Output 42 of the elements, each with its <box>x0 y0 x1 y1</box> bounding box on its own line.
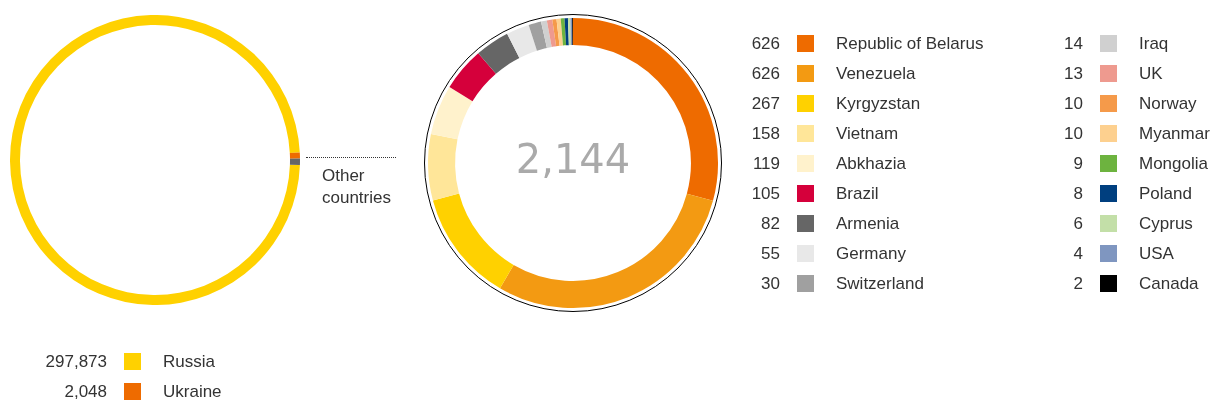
legend-label: Kyrgyzstan <box>836 93 921 115</box>
text: 2,144 <box>515 136 631 183</box>
legend-label: USA <box>1139 243 1174 265</box>
legend-label: Germany <box>836 243 906 265</box>
slice-label: Other countries <box>322 165 392 209</box>
legend-label: Venezuela <box>836 63 916 85</box>
data-label: 55 <box>760 243 780 265</box>
legend-label: Canada <box>1139 273 1199 295</box>
legend-label: Russia <box>163 351 215 373</box>
legend-label: Ukraine <box>163 381 222 401</box>
data-label: 8 <box>1072 183 1083 205</box>
legend-label: Brazil <box>836 183 879 205</box>
data-label: 4 <box>1072 243 1083 265</box>
data-label: 13 <box>1063 63 1083 85</box>
data-label: 10 <box>1063 123 1083 145</box>
data-label: 14 <box>1063 33 1083 55</box>
legend-label: UK <box>1139 63 1163 85</box>
legend-label: Republic of Belarus <box>836 33 984 55</box>
data-label: 158 <box>750 123 780 145</box>
data-label: 2,048 <box>63 381 107 401</box>
legend-label: Mongolia <box>1139 153 1208 175</box>
legend-label: Myanmar <box>1139 123 1210 145</box>
data-label: 30 <box>760 273 780 295</box>
data-label: 10 <box>1063 93 1083 115</box>
data-label: 9 <box>1072 153 1083 175</box>
legend-label: Abkhazia <box>836 153 906 175</box>
data-label: 2 <box>1072 273 1083 295</box>
data-label: 6 <box>1072 213 1083 235</box>
legend-label: Vietnam <box>836 123 899 145</box>
legend-label: Norway <box>1139 93 1197 115</box>
data-label: 297,873 <box>44 351 107 373</box>
data-label: 119 <box>751 153 780 175</box>
data-label: 626 <box>750 33 780 55</box>
data-label: 626 <box>750 63 780 85</box>
legend-label: Switzerland <box>836 273 924 295</box>
data-label: 82 <box>760 213 780 235</box>
legend-label: Armenia <box>836 213 900 235</box>
data-label: 105 <box>750 183 780 205</box>
legend-label: Poland <box>1139 183 1192 205</box>
data-label: 267 <box>750 93 780 115</box>
legend-label: Iraq <box>1139 33 1169 55</box>
legend-label: Cyprus <box>1139 213 1193 235</box>
